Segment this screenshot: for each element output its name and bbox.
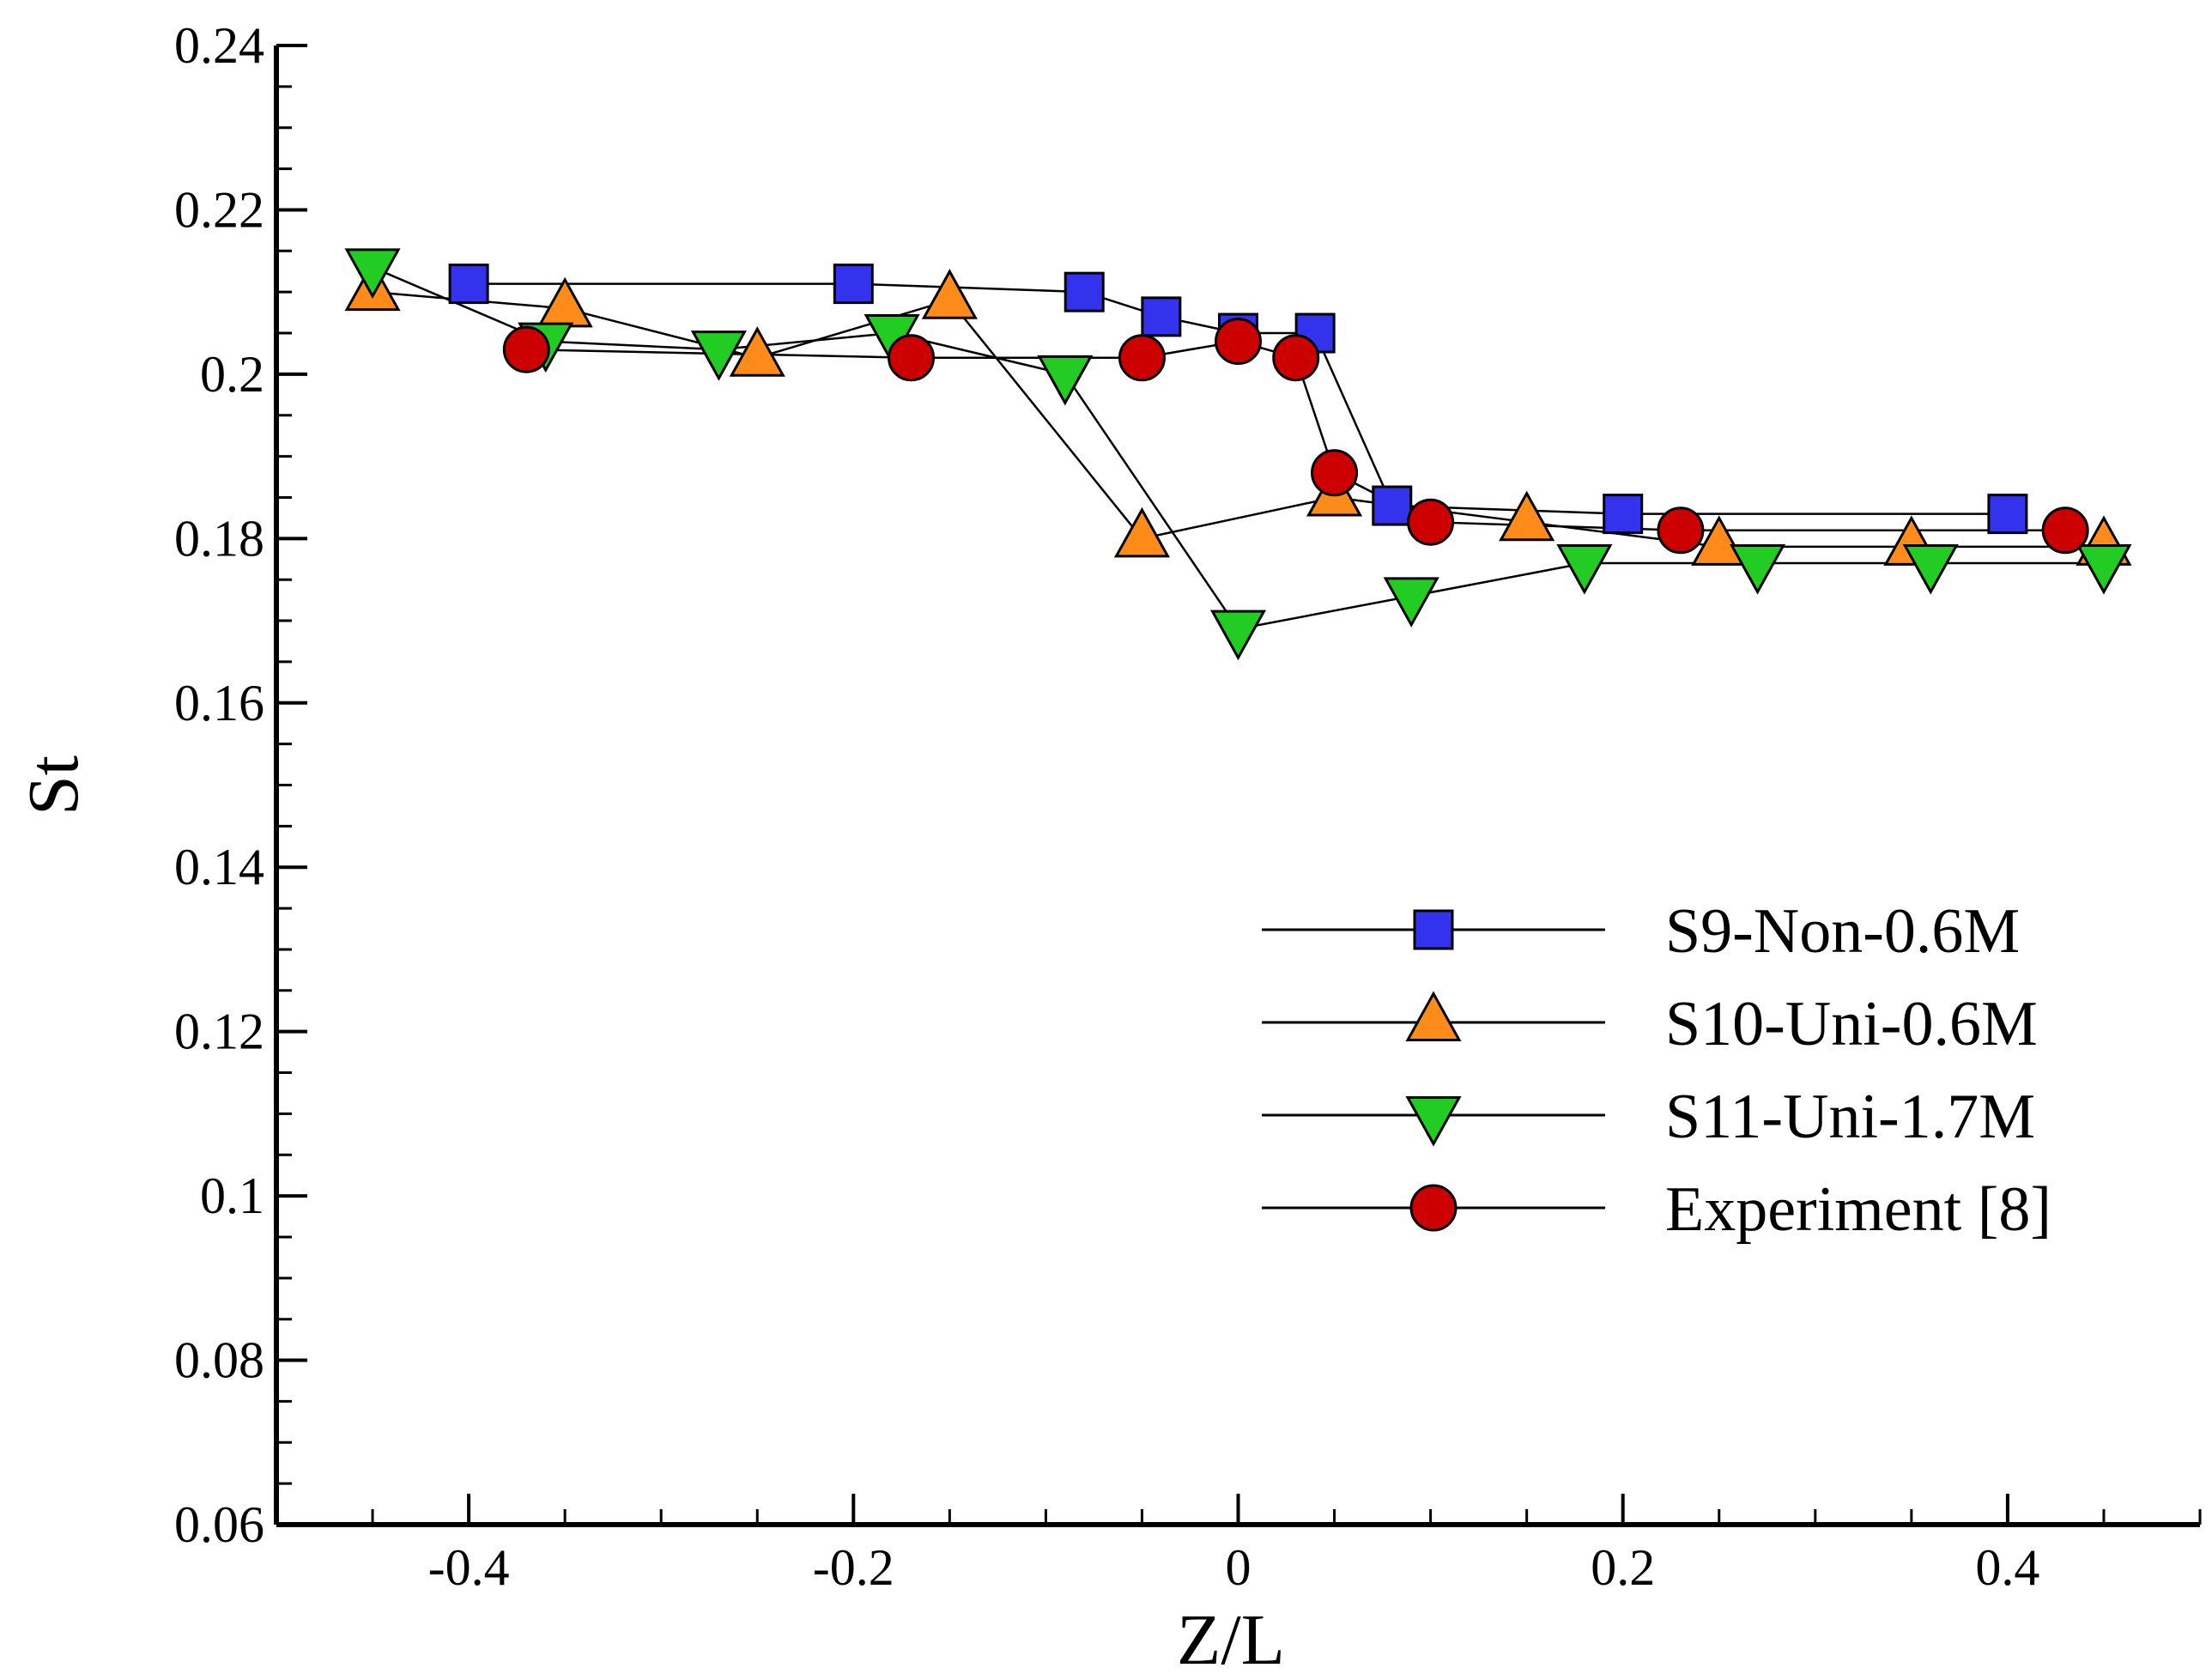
x-tick-label: -0.4 — [428, 1539, 510, 1596]
data-point — [1311, 449, 1359, 497]
series-1-markers — [448, 264, 2028, 535]
y-tick-label: 0.1 — [200, 1168, 264, 1224]
legend-marker — [1413, 909, 1454, 950]
y-tick-label: 0.16 — [174, 675, 264, 731]
y-tick-label: 0.08 — [174, 1332, 264, 1389]
axes — [274, 45, 2200, 1527]
data-point — [2076, 544, 2132, 595]
x-tick-label: 0 — [1226, 1539, 1251, 1596]
legend: S9-Non-0.6M S10-Uni-0.6M S11-Uni-1.7M Exper… — [1262, 896, 2051, 1245]
legend-label: S9-Non-0.6M — [1665, 896, 2020, 967]
data-point — [1141, 296, 1182, 337]
legend-marker — [1405, 1095, 1462, 1147]
x-tick-label: 0.4 — [1975, 1539, 2039, 1596]
data-point — [1064, 271, 1105, 312]
y-axis-title: St — [14, 755, 94, 816]
data-point — [1603, 494, 1644, 535]
data-point — [1215, 318, 1262, 366]
legend-label: Experiment [8] — [1665, 1174, 2051, 1245]
data-point — [1902, 544, 1959, 595]
y-tick-label: 0.24 — [174, 17, 264, 74]
y-tick-label: 0.12 — [174, 1004, 264, 1060]
legend-entry: S10-Uni-0.6M — [1262, 989, 2038, 1059]
data-point — [1987, 494, 2028, 535]
data-point — [1118, 334, 1166, 382]
series-4-markers — [502, 318, 2089, 555]
series-3-markers — [344, 248, 2132, 661]
major-ticks: 0.06 0.08 0.1 0.12 0.14 0.16 0.18 0.2 0.22 0.24 -0… — [174, 17, 2039, 1596]
y-tick-label: 0.14 — [174, 839, 264, 895]
x-axis-title: Z/L — [1177, 1600, 1285, 1676]
y-tick-label: 0.2 — [200, 346, 264, 403]
data-point — [888, 334, 936, 382]
legend-label: S10-Uni-0.6M — [1665, 989, 2038, 1059]
data-point — [1499, 490, 1555, 542]
data-point — [1691, 515, 1748, 566]
data-point — [344, 248, 401, 300]
series-markers — [344, 248, 2132, 661]
data-point — [1383, 577, 1439, 628]
legend-marker — [1409, 1184, 1457, 1232]
y-tick-label: 0.22 — [174, 181, 264, 238]
data-point — [1037, 355, 1094, 406]
legend-entry: Experiment [8] — [1262, 1174, 2051, 1245]
data-point — [448, 264, 489, 305]
data-point — [1209, 610, 1267, 661]
data-point — [833, 264, 874, 305]
x-tick-label: 0.2 — [1591, 1539, 1655, 1596]
data-point — [1556, 544, 1613, 595]
legend-entry: S9-Non-0.6M — [1262, 896, 2020, 967]
data-point — [1657, 506, 1705, 555]
legend-label: S11-Uni-1.7M — [1665, 1082, 2035, 1152]
data-point — [921, 269, 978, 319]
y-tick-label: 0.06 — [174, 1496, 264, 1553]
series-line-2 — [372, 290, 2104, 549]
series-2-markers — [344, 260, 2132, 566]
data-point — [1272, 334, 1320, 382]
legend-entry: S11-Uni-1.7M — [1262, 1082, 2035, 1152]
legend-marker — [1405, 991, 1462, 1042]
data-point — [690, 331, 747, 381]
y-tick-label: 0.18 — [174, 510, 264, 567]
data-point — [1372, 485, 1413, 526]
data-point — [1730, 544, 1786, 595]
data-point — [1113, 506, 1170, 558]
data-point — [729, 326, 785, 377]
minor-ticks — [275, 44, 2202, 1526]
data-point — [502, 325, 550, 373]
data-point — [1407, 498, 1455, 546]
x-tick-label: -0.2 — [813, 1539, 894, 1596]
data-point — [536, 276, 593, 328]
data-point — [2041, 506, 2089, 555]
